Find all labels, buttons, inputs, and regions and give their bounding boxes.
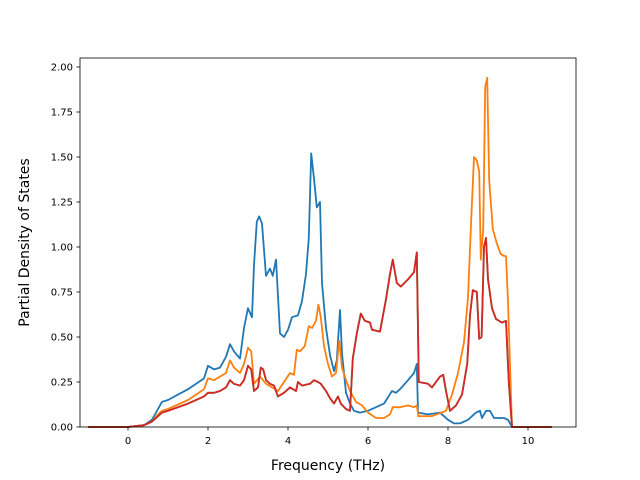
series-line-1 (88, 152, 552, 428)
y-tick-label: 0.25 (51, 378, 73, 389)
y-tick-label: 1.50 (51, 153, 73, 164)
y-tick-label: 0.75 (51, 288, 73, 299)
x-tick-label: 6 (365, 436, 371, 447)
y-tick-label: 0.00 (51, 423, 73, 434)
y-tick-label: 1.00 (51, 243, 73, 254)
y-tick-label: 1.75 (51, 108, 73, 119)
series-line-4 (88, 237, 552, 428)
x-tick-label: 0 (125, 436, 131, 447)
x-tick-label: 2 (205, 436, 211, 447)
y-tick-label: 1.25 (51, 198, 73, 209)
x-axis: 0 2 4 6 8 10 (125, 427, 535, 447)
x-tick-label: 8 (445, 436, 451, 447)
x-tick-label: 4 (285, 436, 291, 447)
series-layer (88, 76, 552, 428)
y-axis: 0.00 0.25 0.50 0.75 1.00 1.25 1.50 1.75 2.00 (51, 63, 80, 434)
y-tick-label: 2.00 (51, 63, 73, 74)
y-tick-label: 0.50 (51, 333, 73, 344)
series-line-2 (88, 76, 552, 428)
axes-frame (79, 57, 577, 428)
x-axis-label: Frequency (THz) (271, 458, 385, 474)
x-tick-label: 10 (522, 436, 535, 447)
y-axis-label: Partial Density of States (17, 158, 33, 326)
